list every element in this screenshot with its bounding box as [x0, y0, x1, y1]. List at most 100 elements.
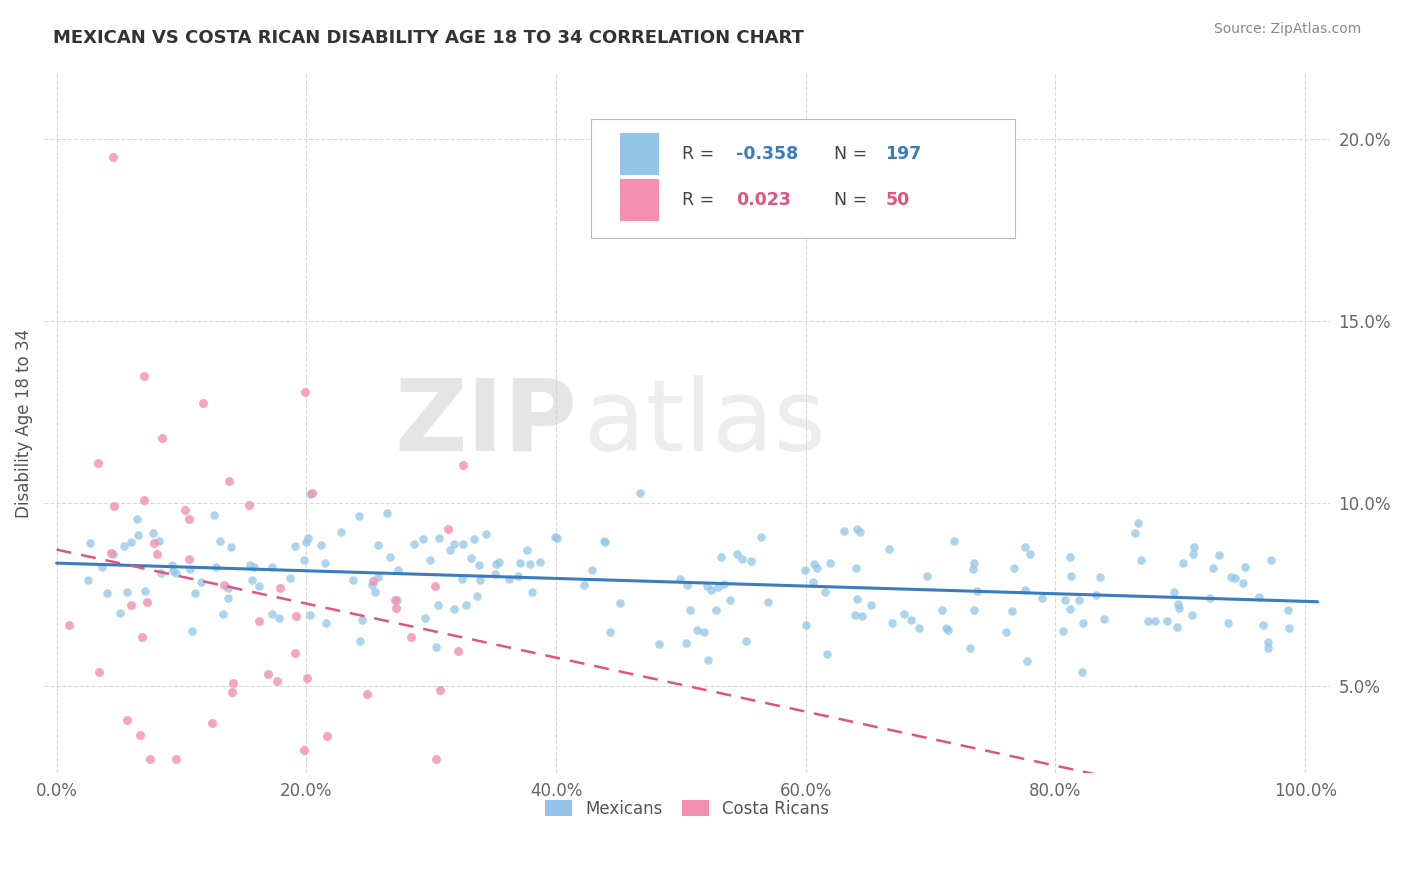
Point — [1015, 654, 1038, 668]
Point — [218, 474, 240, 488]
Point — [142, 525, 165, 540]
Point — [696, 579, 718, 593]
Point — [179, 562, 201, 576]
Point — [995, 624, 1018, 639]
Point — [165, 566, 187, 580]
Text: MEXICAN VS COSTA RICAN DISABILITY AGE 18 TO 34 CORRELATION CHART: MEXICAN VS COSTA RICAN DISABILITY AGE 18… — [53, 29, 804, 46]
Point — [342, 573, 364, 587]
Point — [58, 618, 80, 632]
Point — [121, 534, 143, 549]
Point — [330, 525, 353, 540]
Point — [375, 507, 398, 521]
Point — [959, 640, 981, 655]
Point — [793, 563, 815, 577]
Point — [87, 665, 110, 679]
Point — [101, 150, 124, 164]
Point — [429, 682, 451, 697]
Point — [700, 583, 723, 598]
Point — [943, 534, 966, 549]
Point — [1052, 624, 1074, 638]
Point — [546, 531, 568, 545]
Point — [79, 536, 101, 550]
Point — [132, 492, 155, 507]
Point — [209, 534, 232, 549]
Point — [284, 646, 307, 660]
Point — [301, 486, 323, 500]
Point — [1144, 615, 1167, 629]
Text: -0.358: -0.358 — [735, 145, 799, 162]
Point — [127, 528, 149, 542]
Point — [295, 671, 318, 685]
Point — [179, 512, 201, 526]
Point — [294, 384, 316, 399]
Point — [221, 684, 243, 698]
Point — [415, 611, 437, 625]
Point — [544, 530, 567, 544]
Point — [1163, 585, 1185, 599]
Point — [581, 563, 603, 577]
Point — [935, 621, 957, 635]
Point — [120, 599, 142, 613]
Point — [1233, 560, 1256, 574]
Point — [1257, 635, 1279, 649]
Point — [1202, 561, 1225, 575]
Point — [849, 524, 872, 539]
Point — [451, 458, 474, 473]
Point — [628, 486, 651, 500]
Point — [1166, 619, 1188, 633]
Point — [669, 572, 692, 586]
Point — [832, 524, 855, 538]
Point — [1092, 611, 1115, 625]
FancyBboxPatch shape — [620, 179, 659, 221]
Point — [103, 499, 125, 513]
Point — [1278, 621, 1301, 635]
Point — [451, 537, 474, 551]
Point — [1014, 582, 1036, 597]
Point — [520, 584, 543, 599]
Point — [1136, 614, 1159, 628]
Point — [292, 742, 315, 756]
Point — [349, 633, 371, 648]
Point — [710, 550, 733, 565]
Point — [131, 630, 153, 644]
Point — [316, 729, 339, 743]
Point — [77, 574, 100, 588]
Point — [437, 522, 460, 536]
Point — [269, 581, 291, 595]
Point — [1198, 591, 1220, 606]
Text: 50: 50 — [886, 192, 910, 210]
Point — [1251, 617, 1274, 632]
Point — [693, 625, 716, 640]
Point — [150, 566, 173, 581]
Point — [1257, 640, 1279, 655]
Point — [100, 546, 122, 560]
Point — [966, 584, 988, 599]
Point — [1070, 665, 1092, 679]
Point — [509, 557, 531, 571]
Point — [1181, 607, 1204, 622]
Point — [96, 585, 118, 599]
Point — [907, 621, 929, 635]
Point — [90, 560, 112, 574]
Point — [498, 572, 520, 586]
Point — [463, 533, 485, 547]
Point — [725, 547, 748, 561]
Point — [1232, 576, 1254, 591]
Point — [1002, 560, 1025, 574]
Point — [297, 531, 319, 545]
Point — [1126, 516, 1149, 531]
Point — [217, 581, 239, 595]
Point — [108, 606, 131, 620]
Point — [419, 553, 441, 567]
Point — [384, 592, 406, 607]
Point — [278, 571, 301, 585]
Point — [1225, 571, 1247, 585]
Point — [845, 591, 868, 606]
Point — [367, 538, 389, 552]
Point — [882, 616, 904, 631]
Point — [315, 615, 337, 630]
Point — [1071, 616, 1094, 631]
Point — [425, 640, 447, 654]
Point — [515, 542, 537, 557]
Point — [803, 557, 825, 571]
